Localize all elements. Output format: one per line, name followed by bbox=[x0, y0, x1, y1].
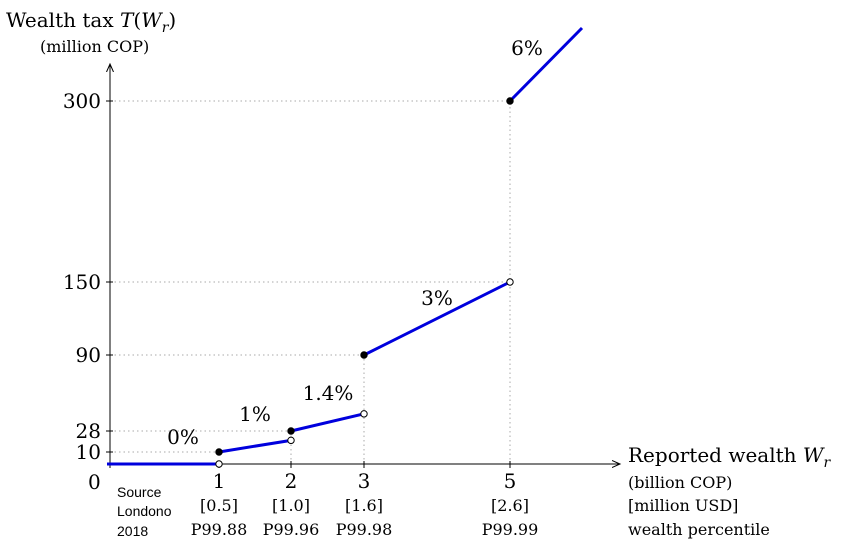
open-point bbox=[360, 410, 368, 418]
series-segment bbox=[508, 26, 584, 103]
x-tick-percentile-label: P99.88 bbox=[191, 520, 248, 539]
x-axis-unit-cop: (billion COP) bbox=[628, 473, 732, 492]
y-axis-unit: (million COP) bbox=[40, 37, 149, 56]
open-point bbox=[287, 436, 295, 445]
x-tick-usd-label: [2.6] bbox=[491, 496, 529, 515]
y-tick-label: 90 bbox=[76, 343, 101, 367]
series bbox=[107, 26, 584, 466]
y-tick-label: 28 bbox=[76, 419, 101, 443]
closed-point bbox=[287, 427, 295, 435]
x-tick-percentile-label: P99.96 bbox=[263, 520, 320, 539]
x-axis-percentile: wealth percentile bbox=[628, 520, 770, 539]
source-note-line1: Source bbox=[117, 484, 162, 500]
y-axis-title: Wealth tax T(Wr) bbox=[6, 8, 176, 36]
closed-point bbox=[506, 97, 514, 105]
x-tick-usd-label: [1.0] bbox=[272, 496, 310, 515]
x-tick-label: 5 bbox=[504, 469, 517, 493]
y-tick-label: 150 bbox=[63, 270, 101, 294]
closed-point bbox=[215, 448, 223, 456]
x-tick-label: 2 bbox=[285, 469, 298, 493]
series-segment bbox=[290, 412, 365, 433]
x-tick-percentile-label: P99.98 bbox=[336, 520, 393, 539]
x-tick-percentile-label: P99.99 bbox=[482, 520, 539, 539]
x-tick-usd-label: [1.6] bbox=[345, 496, 383, 515]
closed-point bbox=[360, 351, 368, 359]
open-point bbox=[506, 278, 514, 286]
source-note-line2: Londono bbox=[117, 503, 172, 519]
grid-lines bbox=[110, 100, 511, 464]
ticks bbox=[106, 100, 511, 468]
rate-label: 1.4% bbox=[303, 381, 354, 405]
source-note-line3: 2018 bbox=[117, 523, 148, 539]
open-point bbox=[215, 460, 223, 468]
x-tick-label: 1 bbox=[213, 469, 226, 493]
rate-label: 6% bbox=[511, 36, 543, 60]
x-tick-usd-label: [0.5] bbox=[200, 496, 238, 515]
y-tick-label: 10 bbox=[76, 440, 101, 464]
x-tick-label: 3 bbox=[358, 469, 371, 493]
x-axis-title: Reported wealth Wr bbox=[628, 443, 831, 471]
rate-label: 0% bbox=[167, 425, 199, 449]
rate-label: 1% bbox=[239, 402, 271, 426]
rate-label: 3% bbox=[421, 286, 453, 310]
series-segment bbox=[363, 280, 511, 357]
x-axis-unit-usd: [million USD] bbox=[628, 496, 738, 515]
points bbox=[215, 97, 514, 468]
series-segment bbox=[218, 438, 292, 454]
y-tick-label: 300 bbox=[63, 89, 101, 113]
origin-label: 0 bbox=[88, 470, 101, 494]
